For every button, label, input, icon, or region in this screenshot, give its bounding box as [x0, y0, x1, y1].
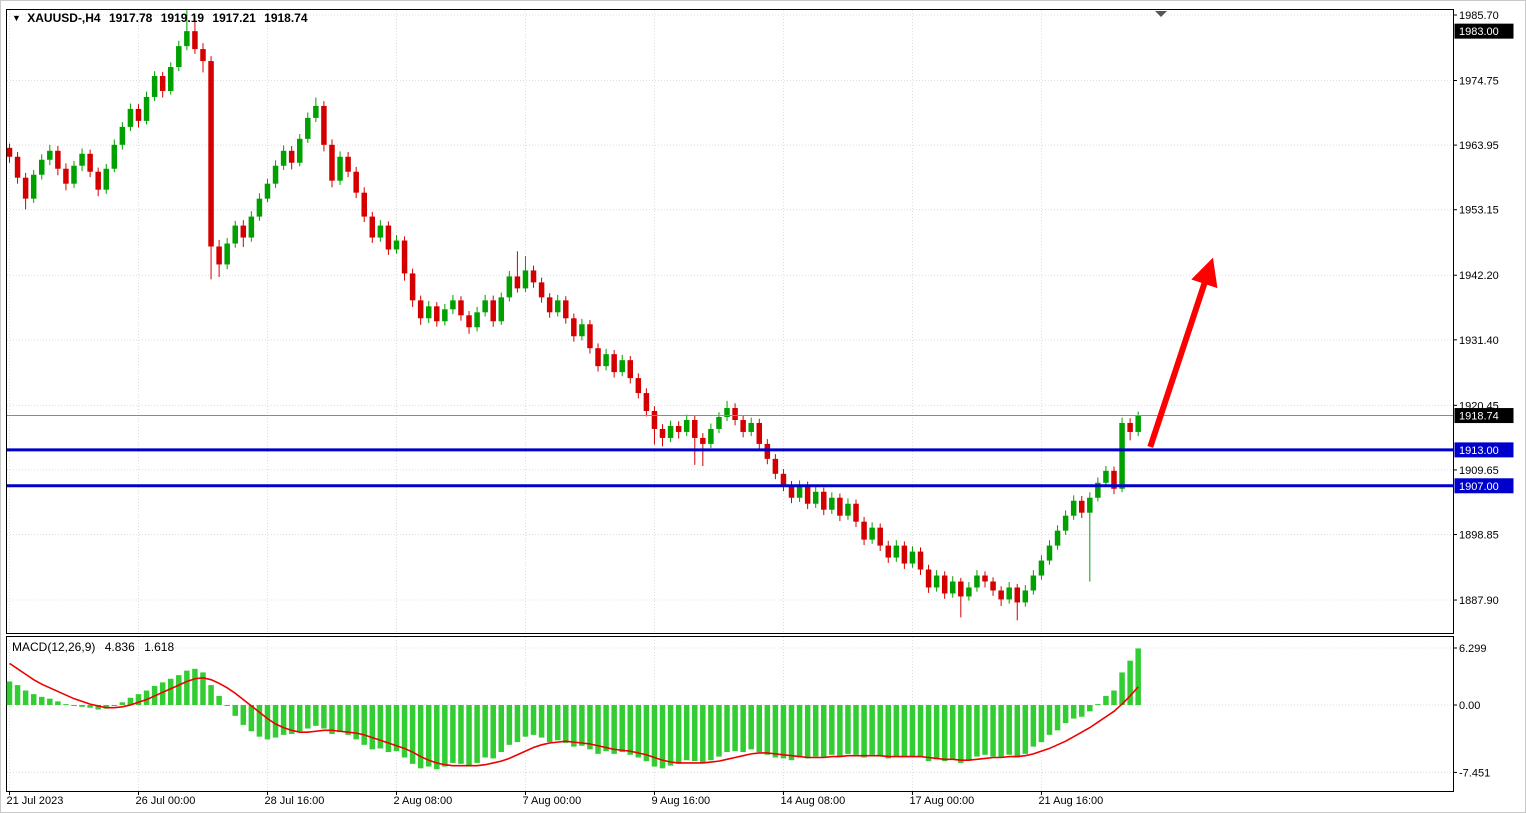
price-tick-label: 1963.95: [1459, 140, 1499, 152]
macd-histogram: [6, 648, 1141, 770]
price-tick-label: 1985.70: [1459, 10, 1499, 22]
macd-pane[interactable]: [6, 636, 1454, 792]
ohlc-low-value: 1917.21: [212, 11, 256, 25]
time-axis[interactable]: 21 Jul 2023 26 Jul 00:00 28 Jul 16:00 2 Aug…: [7, 791, 1104, 808]
macd-tick-label: 6.299: [1459, 643, 1487, 655]
time-tick-label: 14 Aug 08:00: [780, 795, 845, 807]
price-tick-label: 1953.15: [1459, 205, 1499, 217]
macd-indicator-label: MACD(12,26,9) 4.836 1.618: [12, 640, 180, 654]
price-badge-label: 1913.00: [1459, 445, 1499, 457]
chart-shift-marker[interactable]: [1155, 11, 1167, 17]
grid: [7, 10, 1453, 791]
macd-tick-label: -7.451: [1459, 767, 1490, 779]
macd-signal-line: [9, 662, 1139, 767]
symbol-dropdown-icon[interactable]: ▼: [12, 13, 21, 23]
price-tick-label: 1974.75: [1459, 76, 1499, 88]
ohlc-open-value: 1917.78: [108, 11, 153, 25]
ohlc-high-value: 1919.19: [160, 11, 205, 25]
time-tick-label: 9 Aug 16:00: [651, 795, 710, 807]
price-badge-label: 1918.74: [1459, 411, 1499, 423]
time-tick-label: 7 Aug 00:00: [522, 795, 581, 807]
price-tick-label: 1942.20: [1459, 270, 1499, 282]
time-tick-label: 21 Aug 16:00: [1038, 795, 1103, 807]
price-tick-label: 1898.85: [1459, 530, 1499, 542]
macd-signal-value: 1.618: [144, 640, 175, 654]
price-axis[interactable]: 1985.70 1974.75 1963.95 1953.15 1942.20 1931.…: [1453, 10, 1499, 607]
main-chart-pane[interactable]: [6, 9, 1454, 634]
price-axis-badges: 1983.00 1918.74 1913.00 1907.00: [1454, 23, 1514, 494]
price-tick-label: 1887.90: [1459, 595, 1499, 607]
macd-main-value: 4.836: [104, 640, 135, 654]
macd-tick-label: 0.00: [1459, 700, 1480, 712]
macd-axis[interactable]: 6.299 0.00 -7.451: [1453, 643, 1491, 779]
candlesticks: [6, 10, 1141, 621]
time-tick-label: 28 Jul 16:00: [264, 795, 324, 807]
time-tick-label: 26 Jul 00:00: [135, 795, 195, 807]
price-badge-label: 1983.00: [1459, 26, 1499, 38]
price-tick-label: 1931.40: [1459, 335, 1499, 347]
macd-name-label: MACD(12,26,9): [12, 640, 96, 654]
time-tick-label: 2 Aug 08:00: [393, 795, 452, 807]
trend-arrow[interactable]: [1147, 257, 1218, 448]
price-badge-label: 1907.00: [1459, 481, 1499, 493]
time-tick-label: 17 Aug 00:00: [909, 795, 974, 807]
price-tick-label: 1909.65: [1459, 465, 1499, 477]
symbol-timeframe-label: XAUUSD-,H4: [27, 11, 101, 25]
time-tick-label: 21 Jul 2023: [7, 795, 64, 807]
ohlc-close-value: 1918.74: [264, 11, 308, 25]
chart-ohlc-header: ▼ XAUUSD-,H4 1917.78 1919.19 1917.21 191…: [12, 11, 313, 25]
